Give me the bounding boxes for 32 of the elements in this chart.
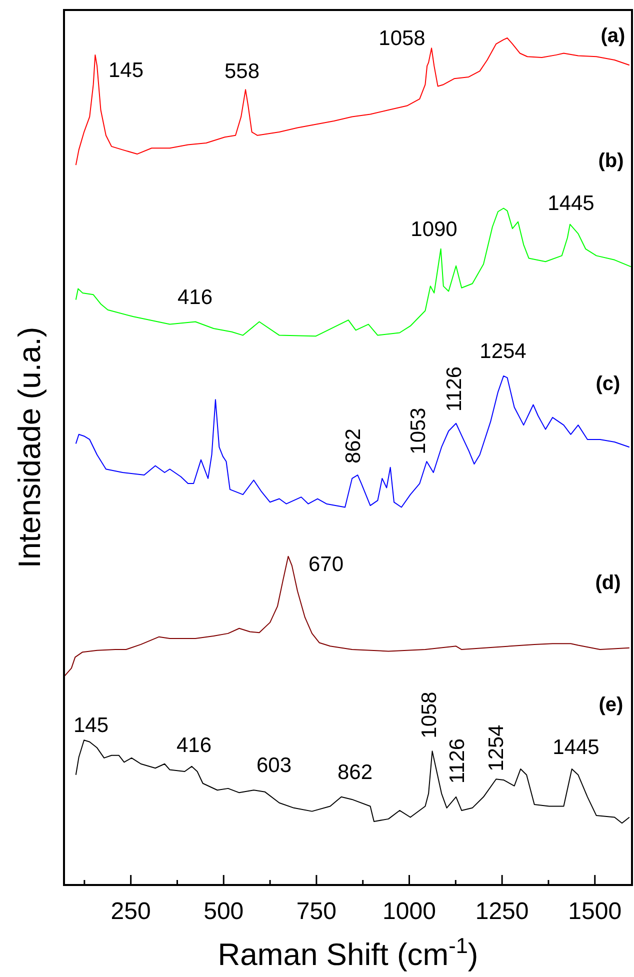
- annotation: 1053: [406, 408, 430, 454]
- annotation: 603: [256, 754, 292, 776]
- annotation: 862: [337, 760, 373, 784]
- x-tick-label: 1000: [382, 898, 436, 925]
- annotation: (c): [596, 373, 620, 395]
- annotation: (d): [595, 572, 621, 594]
- x-tick-label: 500: [204, 898, 244, 925]
- annotation: 1058: [378, 26, 426, 50]
- y-axis-title: Intensidade (u.a.): [12, 326, 47, 568]
- x-tick-label: 750: [296, 898, 336, 925]
- annotation: 1254: [484, 724, 508, 772]
- annotation: 1254: [480, 340, 527, 362]
- annotation: 1445: [552, 736, 600, 758]
- annotation: (a): [600, 25, 626, 47]
- annotation: 145: [73, 714, 109, 736]
- annotation: 145: [108, 58, 144, 82]
- annotation: 1090: [410, 218, 458, 240]
- annotation: 416: [177, 286, 213, 308]
- annotation: 1445: [548, 192, 594, 214]
- x-tick-label: 250: [110, 898, 151, 925]
- x-axis-title: Raman Shift (cm$^{-1}$): [218, 932, 478, 972]
- annotation: 1126: [442, 366, 466, 412]
- x-tick-label: 1500: [568, 898, 622, 925]
- annotation: 670: [308, 552, 344, 576]
- annotation: (e): [598, 694, 624, 716]
- annotation: 558: [224, 60, 260, 82]
- annotation: (b): [598, 150, 624, 172]
- x-tick-label: 1250: [475, 898, 529, 925]
- annotation: 1126: [446, 738, 468, 784]
- annotation: 1058: [418, 692, 440, 738]
- annotation: 862: [342, 428, 364, 464]
- annotation: 416: [176, 734, 212, 756]
